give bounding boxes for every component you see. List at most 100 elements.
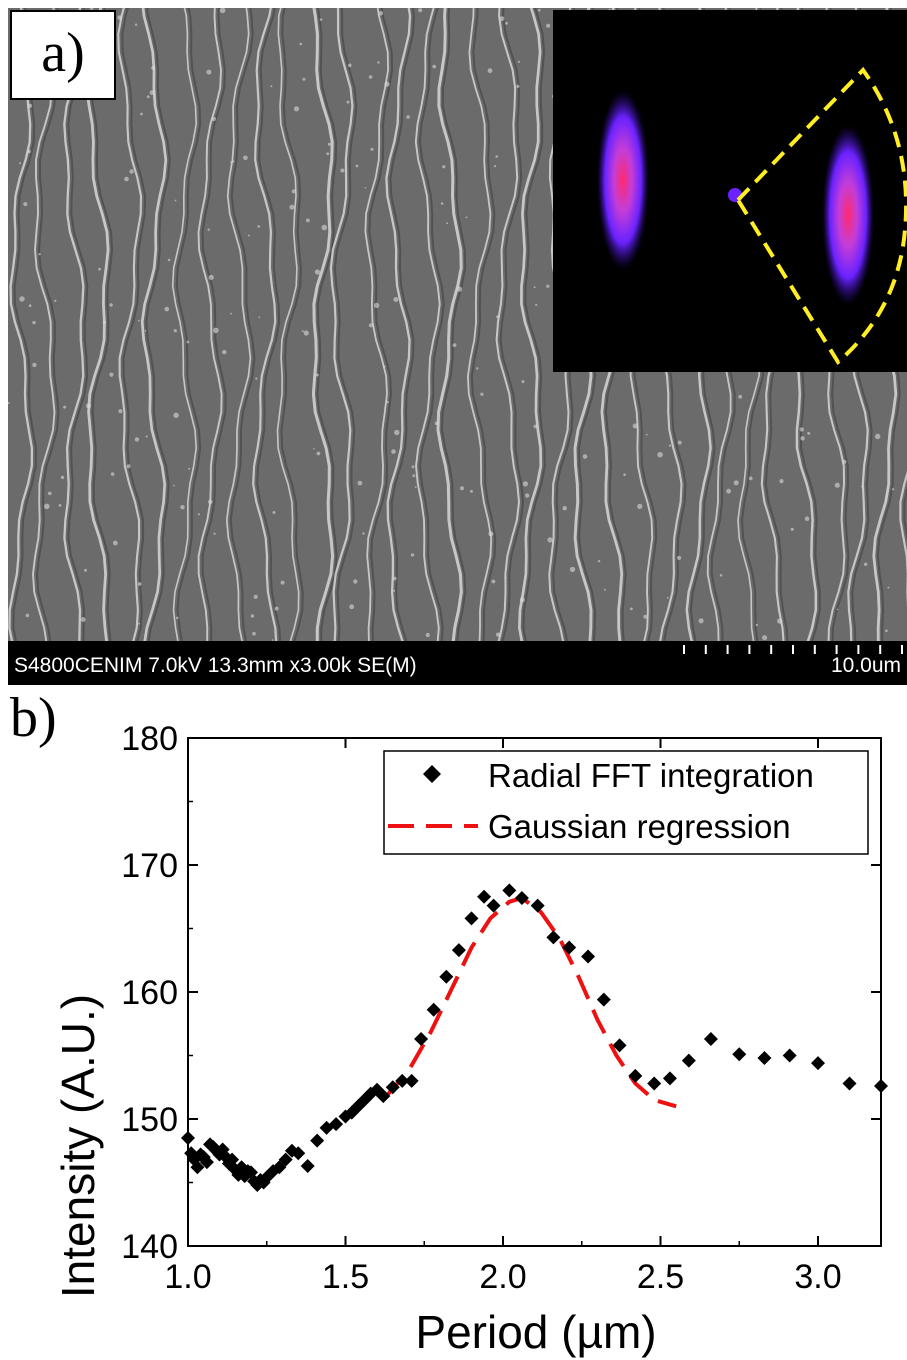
sem-particle	[777, 618, 783, 624]
data-point-radial-fft	[291, 1146, 306, 1161]
sem-particle	[393, 589, 396, 592]
sem-particle	[176, 616, 179, 620]
sem-particle	[306, 218, 310, 223]
y-axis-title: Intensity (A.U.)	[52, 994, 104, 1298]
sem-particle	[313, 448, 315, 450]
sem-particle	[370, 147, 374, 151]
data-point-radial-fft	[426, 1002, 441, 1017]
sem-particle	[144, 330, 147, 332]
sem-particle	[519, 597, 525, 603]
data-point-radial-fft	[514, 891, 529, 906]
data-point-radial-fft	[628, 1068, 643, 1083]
sem-particle	[504, 576, 507, 579]
sem-particle	[521, 380, 525, 384]
sem-particle	[386, 400, 389, 404]
sem-particle	[834, 482, 840, 488]
sem-ridge	[252, 8, 278, 641]
x-tick-label: 3.0	[794, 1258, 841, 1296]
sem-particle	[637, 503, 643, 509]
sem-particle	[494, 165, 497, 168]
sem-ridge-shadow	[418, 8, 445, 641]
sem-particle	[126, 464, 131, 469]
sem-particle	[495, 155, 499, 158]
sem-particle	[487, 68, 493, 74]
sem-particle	[145, 435, 148, 438]
sem-particle	[406, 115, 410, 119]
sem-particle	[391, 449, 396, 454]
sem-particle	[353, 579, 358, 584]
sem-particle	[411, 465, 415, 469]
sem-particle	[230, 161, 232, 164]
data-point-radial-fft	[842, 1076, 857, 1091]
y-tick-label: 160	[121, 974, 178, 1012]
sem-ridge-shadow	[499, 8, 525, 641]
sem-particle	[799, 427, 804, 432]
data-point-radial-fft	[184, 1146, 199, 1161]
sem-particle	[516, 84, 520, 88]
sem-particle	[270, 85, 273, 88]
sem-particle	[392, 576, 397, 581]
sem-particle	[316, 451, 321, 456]
sem-particle	[213, 532, 216, 535]
sem-particle	[54, 299, 57, 302]
sem-particle	[861, 485, 864, 488]
data-point-radial-fft	[874, 1078, 888, 1093]
sem-ridge-shadow	[280, 8, 304, 641]
sem-particle	[779, 479, 784, 484]
sem-particle	[89, 8, 94, 10]
sem-ridge-shadow	[389, 8, 416, 641]
sem-particle	[505, 21, 508, 25]
sem-particle	[499, 16, 505, 21]
sem-particle	[790, 527, 794, 531]
sem-particle	[319, 18, 323, 21]
sem-particle	[491, 579, 496, 584]
sem-particle	[186, 340, 190, 344]
sem-particle	[19, 296, 25, 302]
chart-panel: 1.0 1.5 2.0 2.5 3.0 140 150 160 170 180 Radial FF…	[0, 686, 907, 1360]
sem-particle	[137, 582, 142, 586]
sem-particle	[32, 320, 36, 325]
legend-label-radial: Radial FFT integration	[488, 757, 814, 794]
sem-particle	[496, 315, 499, 319]
sem-particle	[207, 228, 210, 231]
sem-particle	[258, 316, 261, 318]
sem-particle	[442, 165, 446, 169]
data-point-radial-fft	[414, 1031, 429, 1046]
sem-particle	[452, 343, 457, 347]
sem-particle	[864, 562, 868, 566]
sem-particle	[134, 23, 138, 26]
sem-particle	[340, 168, 345, 173]
sem-particle	[151, 66, 156, 70]
sem-particle	[252, 631, 256, 636]
sem-particle	[211, 116, 216, 122]
sem-particle	[657, 451, 663, 458]
sem-particle	[547, 537, 553, 543]
sem-particle	[327, 142, 331, 146]
sem-ridge-shadow	[121, 8, 147, 641]
sem-particle	[8, 402, 10, 404]
sem-particle	[623, 473, 626, 477]
sem-particle	[213, 327, 219, 334]
sem-particle	[349, 604, 355, 610]
scale-bar-label: 10.0um	[830, 654, 901, 677]
sem-particle	[355, 164, 359, 168]
sem-particle	[274, 606, 279, 611]
data-point-radial-fft	[376, 1089, 391, 1104]
chart: 1.0 1.5 2.0 2.5 3.0 140 150 160 170 180 Radial FF…	[52, 720, 888, 1358]
data-point-radial-fft	[338, 1109, 353, 1124]
sem-particle	[677, 555, 682, 561]
sem-particle	[174, 199, 177, 202]
sem-particle	[289, 204, 295, 210]
sem-ridge	[225, 8, 252, 641]
sem-particle	[219, 8, 226, 14]
data-point-radial-fft	[329, 1117, 344, 1132]
sem-particle	[253, 594, 258, 600]
data-point-radial-fft	[703, 1031, 718, 1046]
sem-particle	[167, 258, 171, 262]
sem-ridge-shadow	[256, 8, 282, 641]
data-point-radial-fft	[596, 992, 611, 1007]
x-tick-label: 2.5	[637, 1258, 684, 1296]
data-point-radial-fft	[181, 1131, 195, 1146]
sem-particle	[885, 629, 888, 632]
sem-particle	[188, 467, 191, 470]
